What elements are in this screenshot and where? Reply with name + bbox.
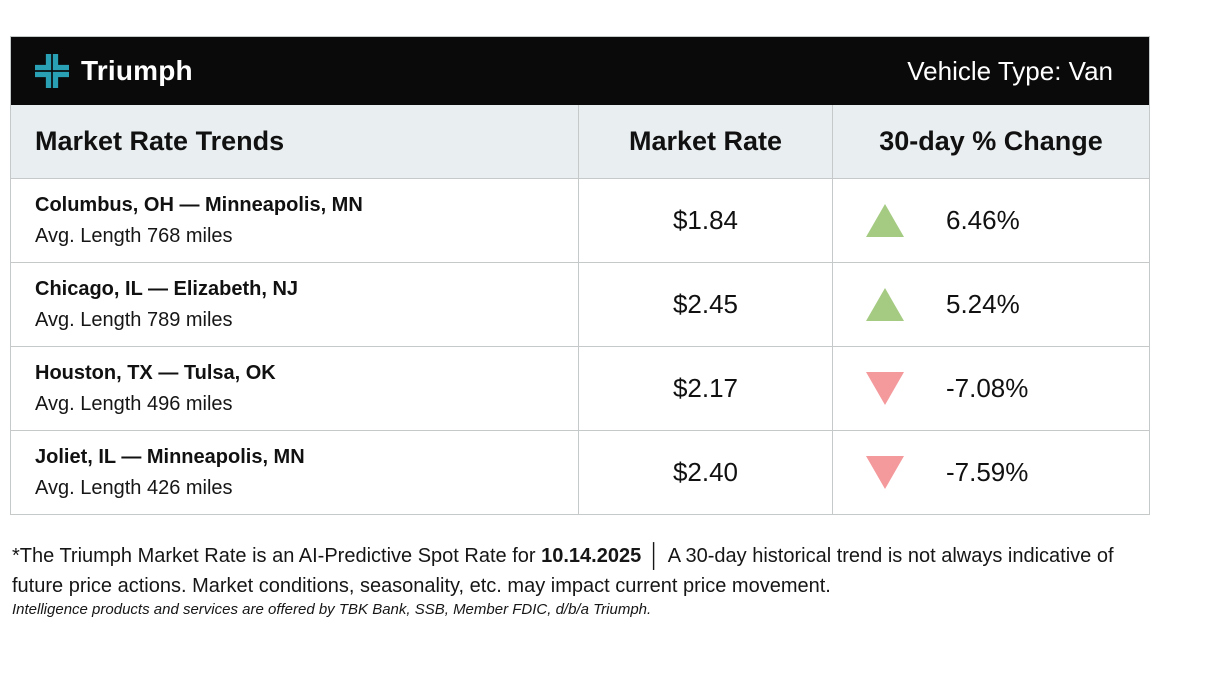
lane-name: Houston, TX — Tulsa, OK xyxy=(35,361,276,384)
change-value: 5.24% xyxy=(946,289,1020,319)
market-rate-value: $2.45 xyxy=(579,263,833,346)
table-row: Joliet, IL — Minneapolis, MN Avg. Length… xyxy=(11,430,1149,514)
change-cell: -7.59% xyxy=(833,431,1149,514)
trend-down-icon xyxy=(866,372,904,405)
disclaimer: Intelligence products and services are o… xyxy=(12,601,652,618)
lane-cell: Joliet, IL — Minneapolis, MN Avg. Length… xyxy=(11,431,579,514)
market-rate-value: $2.40 xyxy=(579,431,833,514)
footnote: *The Triumph Market Rate is an AI-Predic… xyxy=(12,541,1152,601)
table-body: Columbus, OH — Minneapolis, MN Avg. Leng… xyxy=(11,178,1149,514)
market-rate-card: Triumph Vehicle Type: Van Market Rate Tr… xyxy=(10,36,1150,515)
trend-down-icon xyxy=(866,456,904,489)
table-row: Chicago, IL — Elizabeth, NJ Avg. Length … xyxy=(11,262,1149,346)
header-market-rate: Market Rate xyxy=(579,105,833,178)
header-market-rate-trends: Market Rate Trends xyxy=(11,105,579,178)
avg-length: Avg. Length 496 miles xyxy=(35,392,233,415)
change-cell: 6.46% xyxy=(833,179,1149,262)
change-value: -7.08% xyxy=(946,373,1029,403)
footnote-text-prefix: *The Triumph Market Rate is an AI-Predic… xyxy=(12,545,542,567)
table-header-row: Market Rate Trends Market Rate 30-day % … xyxy=(11,105,1149,178)
lane-cell: Columbus, OH — Minneapolis, MN Avg. Leng… xyxy=(11,179,579,262)
lane-cell: Chicago, IL — Elizabeth, NJ Avg. Length … xyxy=(11,263,579,346)
footnote-date: 10.14.2025 xyxy=(541,545,642,567)
lane-name: Chicago, IL — Elizabeth, NJ xyxy=(35,277,299,300)
change-cell: -7.08% xyxy=(833,347,1149,430)
footnote-text-suffix: A 30-day historical trend is not always … xyxy=(12,545,1114,597)
triumph-cross-icon xyxy=(35,54,69,88)
header-30day-change: 30-day % Change xyxy=(879,126,1103,156)
change-cell: 5.24% xyxy=(833,263,1149,346)
avg-length: Avg. Length 789 miles xyxy=(35,308,233,331)
avg-length: Avg. Length 768 miles xyxy=(35,224,233,247)
lane-name: Columbus, OH — Minneapolis, MN xyxy=(35,193,363,216)
avg-length: Avg. Length 426 miles xyxy=(35,476,233,499)
lane-name: Joliet, IL — Minneapolis, MN xyxy=(35,445,305,468)
vehicle-type-label: Vehicle Type: Van xyxy=(907,55,1113,86)
brand-bar: Triumph Vehicle Type: Van xyxy=(11,37,1149,105)
logo-wordmark: Triumph xyxy=(81,55,193,86)
change-value: 6.46% xyxy=(946,205,1020,235)
change-value: -7.59% xyxy=(946,457,1029,487)
market-rate-value: $2.17 xyxy=(579,347,833,430)
market-rate-value: $1.84 xyxy=(579,179,833,262)
footnote-separator: │ xyxy=(648,543,661,569)
table-row: Houston, TX — Tulsa, OK Avg. Length 496 … xyxy=(11,346,1149,430)
triumph-logo: Triumph xyxy=(35,54,193,88)
lane-cell: Houston, TX — Tulsa, OK Avg. Length 496 … xyxy=(11,347,579,430)
trend-up-icon xyxy=(866,288,904,321)
table-row: Columbus, OH — Minneapolis, MN Avg. Leng… xyxy=(11,178,1149,262)
trend-up-icon xyxy=(866,204,904,237)
